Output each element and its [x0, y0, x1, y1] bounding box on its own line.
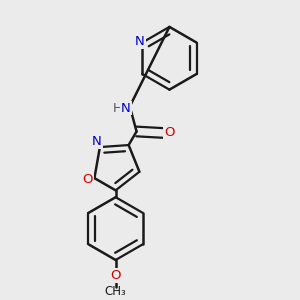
Text: H: H	[112, 102, 122, 115]
Text: N: N	[121, 102, 131, 115]
Text: N: N	[92, 135, 102, 148]
Text: O: O	[164, 126, 175, 139]
Text: O: O	[82, 173, 93, 186]
Text: CH₃: CH₃	[105, 285, 127, 298]
Text: O: O	[110, 269, 121, 282]
Text: N: N	[135, 34, 145, 48]
